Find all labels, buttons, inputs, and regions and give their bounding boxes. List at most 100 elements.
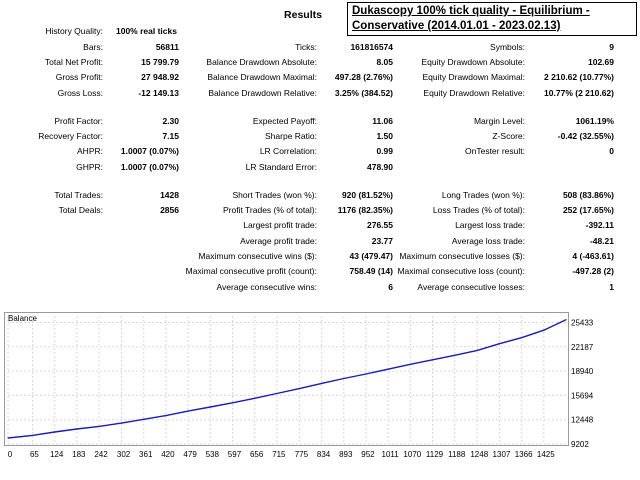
stat-label: AHPR:	[77, 146, 103, 156]
stat-value: -497.28 (2)	[572, 266, 614, 276]
stat-label: Equity Drawdown Absolute:	[421, 57, 525, 67]
stat-label: Balance Drawdown Absolute:	[206, 57, 317, 67]
stat-label: Sharpe Ratio:	[265, 131, 317, 141]
stat-value: 161816574	[350, 42, 393, 52]
stat-label: Symbols:	[490, 42, 525, 52]
stat-value: 56811	[155, 42, 179, 52]
y-tick-label: 12448	[571, 416, 594, 425]
stat-label: Z-Score:	[492, 131, 525, 141]
balance-data-point	[521, 337, 523, 339]
balance-data-point	[298, 388, 300, 390]
x-tick-label: 656	[250, 450, 264, 459]
stat-label: Recovery Factor:	[38, 131, 103, 141]
stat-value: 2.30	[162, 116, 179, 126]
stat-label: Long Trades (won %):	[441, 190, 525, 200]
results-title: Results	[284, 9, 322, 21]
x-tick-label: 183	[72, 450, 86, 459]
stat-label: Maximal consecutive profit (count):	[185, 266, 317, 276]
balance-data-point	[409, 363, 411, 365]
stat-value: 1061.19%	[575, 116, 614, 126]
balance-data-point	[276, 392, 278, 395]
balance-data-point	[98, 425, 100, 427]
stat-value: 11.06	[372, 116, 393, 126]
balance-data-point	[54, 431, 56, 433]
x-tick-label: 1011	[382, 450, 400, 459]
stat-value: 9	[609, 42, 614, 52]
stat-label: Maximal consecutive loss (count):	[397, 266, 525, 276]
balance-data-point	[343, 377, 345, 380]
stat-value: 508 (83.86%)	[562, 190, 614, 200]
stat-value: 3.25% (384.52)	[334, 88, 393, 98]
stat-label: Average consecutive losses:	[417, 282, 525, 292]
stat-value: -12 149.13	[138, 88, 179, 98]
stat-label: History Quality:	[45, 26, 103, 36]
stat-value: 10.77% (2 210.62)	[544, 88, 614, 98]
stat-value: 8.05	[376, 57, 393, 67]
stat-label: Average loss trade:	[451, 236, 525, 246]
balance-data-point	[187, 410, 189, 412]
balance-data-point	[254, 397, 256, 399]
balance-series-line	[7, 319, 567, 439]
balance-data-point	[231, 402, 234, 404]
balance-data-point	[498, 343, 500, 345]
x-tick-label: 538	[206, 450, 220, 459]
balance-data-point	[31, 434, 33, 436]
balance-data-point	[454, 354, 456, 356]
stat-value: 1.50	[376, 131, 393, 141]
stat-label: Average consecutive wins:	[216, 282, 317, 292]
stat-label: Profit Factor:	[54, 116, 103, 126]
balance-data-point	[76, 428, 78, 430]
stat-value: 1.0007 (0.07%)	[120, 146, 179, 156]
stat-label: Equity Drawdown Maximal:	[422, 72, 525, 82]
y-tick-label: 25433	[571, 318, 594, 327]
stat-value: 1428	[160, 190, 179, 200]
stat-label: Total Trades:	[54, 190, 103, 200]
stat-value: -0.42 (32.55%)	[557, 131, 614, 141]
x-tick-label: 893	[339, 450, 353, 459]
stat-label: Loss Trades (% of total):	[432, 205, 525, 215]
stat-value: 478.90	[367, 162, 393, 172]
stat-value: 0.99	[376, 146, 393, 156]
x-tick-label: 715	[272, 450, 286, 459]
stat-label: Gross Profit:	[55, 72, 103, 82]
x-tick-label: 775	[295, 450, 309, 459]
stat-label: Largest loss trade:	[455, 220, 525, 230]
x-tick-label: 420	[161, 450, 175, 459]
x-tick-label: 1425	[537, 450, 555, 459]
x-tick-label: 1070	[403, 450, 421, 459]
stat-value: 102.69	[588, 57, 614, 67]
stat-value: 276.55	[367, 220, 393, 230]
balance-data-point	[209, 406, 211, 408]
x-tick-label: 302	[117, 450, 131, 459]
x-tick-label: 0	[8, 450, 13, 459]
strategy-banner: Dukascopy 100% tick quality - Equilibriu…	[347, 2, 637, 36]
balance-data-point	[543, 329, 545, 331]
stat-value: 497.28 (2.76%)	[334, 72, 393, 82]
x-tick-label: 597	[228, 450, 242, 459]
stat-label: Maximum consecutive losses ($):	[399, 251, 525, 261]
stat-label: Gross Loss:	[57, 88, 103, 98]
stat-value: 252 (17.65%)	[562, 205, 614, 215]
stat-label: Profit Trades (% of total):	[222, 205, 317, 215]
x-tick-label: 834	[317, 450, 331, 459]
x-tick-label: 1366	[515, 450, 533, 459]
y-tick-label: 9202	[571, 440, 589, 449]
stat-value: -392.11	[585, 220, 614, 230]
stat-value: 1.0007 (0.07%)	[120, 162, 179, 172]
stat-label: Maximum consecutive wins ($):	[198, 251, 317, 261]
x-tick-label: 952	[361, 450, 375, 459]
stat-label: Total Deals:	[58, 205, 103, 215]
balance-data-point	[476, 349, 478, 351]
stat-label: LR Correlation:	[259, 146, 317, 156]
stat-label: LR Standard Error:	[245, 162, 317, 172]
x-tick-label: 1129	[426, 450, 444, 459]
stat-value: 758.49 (14)	[349, 266, 393, 276]
x-tick-label: 1248	[470, 450, 488, 459]
y-tick-label: 22187	[571, 343, 594, 352]
balance-data-point	[7, 437, 9, 439]
stat-label: Largest profit trade:	[243, 220, 317, 230]
stat-label: Average profit trade:	[240, 236, 317, 246]
balance-data-point	[321, 382, 323, 384]
balance-data-point	[431, 359, 434, 361]
y-tick-label: 18940	[571, 367, 594, 376]
